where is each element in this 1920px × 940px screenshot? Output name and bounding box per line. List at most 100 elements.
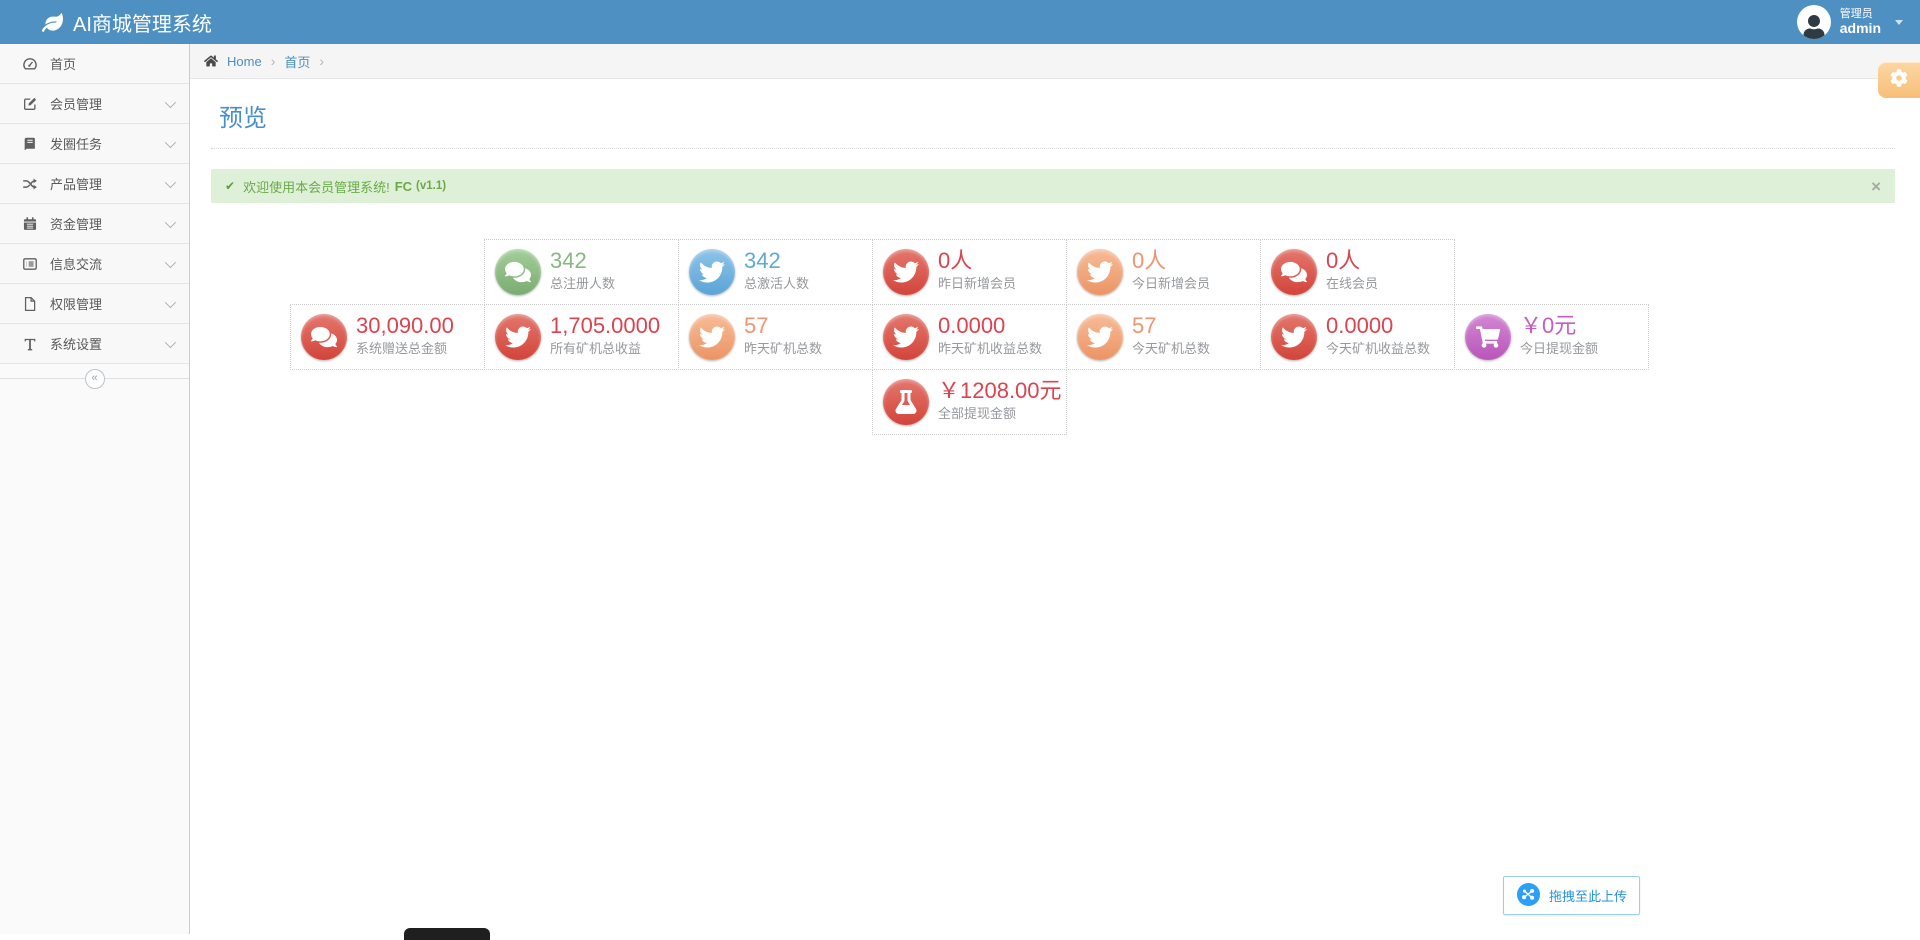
shuffle-icon <box>22 176 44 192</box>
user-menu[interactable]: 管理员 admin <box>1796 0 1920 44</box>
chevron-down-icon <box>164 216 177 228</box>
stat-card: 0人昨日新增会员 <box>872 239 1067 305</box>
sidebar-item-3[interactable]: 发圈任务 <box>0 124 189 164</box>
stat-label: 全部提现金额 <box>938 406 1017 421</box>
stat-value: 342 <box>744 248 781 273</box>
twitter-icon <box>495 314 541 360</box>
stat-value: 1,705.0000 <box>550 313 661 338</box>
alert-message: 欢迎使用本会员管理系统! <box>243 179 390 195</box>
sidebar-item-4[interactable]: 产品管理 <box>0 164 189 204</box>
chevron-down-icon <box>164 136 177 148</box>
stats-grid: 342 总注册人数 342 总激活人数 0人 昨日新增会员 0人 今日新增会员 0人 在线会员 30… <box>190 239 1750 435</box>
close-icon[interactable]: × <box>1871 176 1881 196</box>
upload-label: 拖拽至此上传 <box>1549 889 1628 904</box>
stat-label: 所有矿机总收益 <box>550 341 642 356</box>
breadcrumb-separator: › <box>270 53 276 69</box>
breadcrumb-current-link[interactable]: 首页 <box>284 54 311 70</box>
page-title: 预览 <box>219 105 267 132</box>
user-name: admin <box>1839 20 1881 37</box>
stats-row: 30,090.00 系统赠送总金额 1,705.0000 所有矿机总收益 57 昨天矿机总… <box>190 304 1750 370</box>
list-icon <box>22 256 44 272</box>
sidebar-item-label: 系统设置 <box>50 337 103 352</box>
stat-label: 今日新增会员 <box>1132 276 1211 291</box>
stat-card: 1,705.0000 所有矿机总收益 <box>484 304 679 370</box>
sidebar-collapse-button[interactable]: « <box>84 369 105 389</box>
calendar-icon <box>22 216 44 232</box>
stat-label: 今日提现金额 <box>1520 341 1599 356</box>
dashboard-icon <box>22 56 44 72</box>
app-brand[interactable]: AI商城管理系统 <box>0 8 212 37</box>
stat-card: 0.0000 今天矿机收益总数 <box>1260 304 1455 370</box>
breadcrumb-home-link[interactable]: Home <box>227 53 262 69</box>
sidebar-item-7[interactable]: 权限管理 <box>0 284 189 324</box>
settings-button[interactable] <box>1878 62 1920 98</box>
sidebar-item-label: 首页 <box>50 57 77 72</box>
twitter-icon <box>883 314 929 360</box>
stat-value: ￥1208.00元 <box>938 378 1062 403</box>
chevron-down-icon <box>164 96 177 108</box>
stat-value: 57 <box>1132 313 1157 338</box>
stat-card: 342 总注册人数 <box>484 239 679 305</box>
stat-value: 0人 <box>1326 248 1361 273</box>
stat-card: 342 总激活人数 <box>678 239 873 305</box>
stat-card: ￥0元今日提现金额 <box>1454 304 1649 370</box>
breadcrumb: Home › 首页 › <box>190 44 1920 79</box>
alert-version: (v1.1) <box>416 180 447 192</box>
app-title: AI商城管理系统 <box>73 13 212 36</box>
alert-strong: FC <box>394 178 413 194</box>
sidebar-item-5[interactable]: 资金管理 <box>0 204 189 244</box>
stat-card: 0人在线会员 <box>1260 239 1455 305</box>
text-width-icon <box>22 336 44 352</box>
avatar <box>1796 5 1831 39</box>
stat-value: 0.0000 <box>1326 313 1394 338</box>
sidebar-item-label: 信息交流 <box>50 257 103 272</box>
stat-value: 342 <box>550 248 587 273</box>
cart-icon <box>1465 314 1511 360</box>
sidebar-item-6[interactable]: 信息交流 <box>0 244 189 284</box>
sidebar-item-8[interactable]: 系统设置 <box>0 324 189 364</box>
gear-icon <box>1890 68 1908 92</box>
sidebar-item-label: 权限管理 <box>50 297 103 312</box>
stat-label: 在线会员 <box>1326 276 1379 291</box>
twitter-icon <box>1077 249 1123 295</box>
stat-card: 57 昨天矿机总数 <box>678 304 873 370</box>
main-content: Home › 首页 › 预览 ✔ 欢迎使用本会员管理系统! FC (v1.1) … <box>190 44 1920 934</box>
stat-value: 57 <box>744 313 769 338</box>
comments-icon <box>301 314 347 360</box>
sidebar-item-1[interactable]: 首页 <box>0 44 189 84</box>
dotted-divider <box>211 148 1895 149</box>
stat-label: 昨日新增会员 <box>938 276 1017 291</box>
drag-upload-button[interactable]: 拖拽至此上传 <box>1503 876 1641 915</box>
sidebar-collapse-row: « <box>0 369 189 389</box>
stat-value: ￥0元 <box>1520 313 1577 338</box>
chevron-down-icon <box>164 336 177 348</box>
twitter-icon <box>883 249 929 295</box>
comments-icon <box>1271 249 1317 295</box>
sidebar: 首页会员管理 发圈任务产品管理资金管理信息交流权限管理系统设置 « <box>0 44 190 934</box>
chevron-down-icon <box>164 256 177 268</box>
home-icon <box>204 54 218 68</box>
stat-value: 0人 <box>938 248 973 273</box>
twitter-icon <box>1077 314 1123 360</box>
check-icon: ✔ <box>225 179 236 193</box>
top-navbar: AI商城管理系统 管理员 admin <box>0 0 1920 44</box>
edit-icon <box>22 96 44 112</box>
chevron-down-icon <box>164 296 177 308</box>
bottom-dark-bar <box>404 928 490 940</box>
stat-value: 0.0000 <box>938 313 1006 338</box>
twitter-icon <box>689 249 735 295</box>
sidebar-item-2[interactable]: 会员管理 <box>0 84 189 124</box>
twitter-icon <box>1271 314 1317 360</box>
stat-label: 总注册人数 <box>550 276 616 291</box>
sidebar-item-label: 产品管理 <box>50 177 103 192</box>
stat-label: 总激活人数 <box>744 276 810 291</box>
stat-label: 昨天矿机总数 <box>744 341 823 356</box>
stat-card: ￥1208.00元全部提现金额 <box>872 369 1067 435</box>
leaf-logo-icon <box>42 12 63 33</box>
page-header: 预览 <box>190 79 1920 148</box>
user-role: 管理员 <box>1839 7 1873 20</box>
stat-card: 0人 今日新增会员 <box>1066 239 1261 305</box>
sidebar-item-label: 资金管理 <box>50 217 103 232</box>
upload-cloud-icon <box>1516 882 1541 910</box>
sidebar-menu: 首页会员管理 发圈任务产品管理资金管理信息交流权限管理系统设置 <box>0 44 189 364</box>
